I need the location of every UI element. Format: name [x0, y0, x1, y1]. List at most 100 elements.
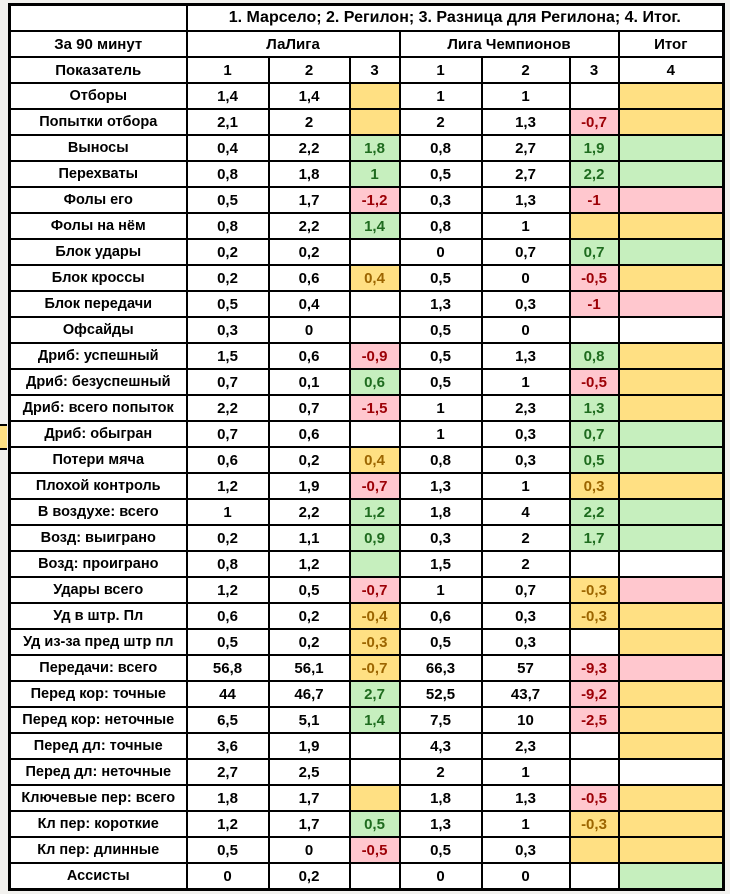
- stat-cell[interactable]: 56,8: [185, 654, 270, 682]
- row-label[interactable]: Офсайды: [8, 316, 188, 344]
- stat-cell[interactable]: 1,7: [267, 810, 351, 838]
- stat-cell[interactable]: -9,2: [568, 680, 620, 708]
- stat-cell[interactable]: [348, 862, 401, 891]
- stat-cell[interactable]: 0,3: [398, 186, 483, 214]
- stat-cell[interactable]: 2,7: [348, 680, 401, 708]
- stat-cell[interactable]: 0,2: [267, 602, 351, 630]
- stat-cell[interactable]: 0,2: [185, 264, 270, 292]
- stat-cell[interactable]: 4,3: [398, 732, 483, 760]
- total-cell[interactable]: [617, 576, 725, 604]
- row-label[interactable]: Дриб: всего попыток: [8, 394, 188, 422]
- stat-cell[interactable]: 0,5: [568, 446, 620, 474]
- stat-cell[interactable]: -0,3: [568, 602, 620, 630]
- total-header[interactable]: Итог: [617, 30, 725, 58]
- per90-header[interactable]: За 90 минут: [8, 30, 188, 58]
- stat-cell[interactable]: 0,5: [185, 186, 270, 214]
- indicator-header[interactable]: Показатель: [8, 56, 188, 84]
- column-number-cell[interactable]: 3: [348, 56, 401, 84]
- row-label[interactable]: Выносы: [8, 134, 188, 162]
- stat-cell[interactable]: 2: [398, 758, 483, 786]
- stat-cell[interactable]: 2,2: [267, 134, 351, 162]
- stat-cell[interactable]: 2,7: [185, 758, 270, 786]
- stat-cell[interactable]: 6,5: [185, 706, 270, 734]
- row-label[interactable]: Попытки отбора: [8, 108, 188, 136]
- stat-cell[interactable]: 1,1: [267, 524, 351, 552]
- stat-cell[interactable]: -0,3: [348, 628, 401, 656]
- laliga-header[interactable]: ЛаЛига: [185, 30, 401, 58]
- stat-cell[interactable]: 0,2: [185, 524, 270, 552]
- stat-cell[interactable]: 1,2: [348, 498, 401, 526]
- stat-cell[interactable]: 1,9: [267, 732, 351, 760]
- stat-cell[interactable]: -1: [568, 186, 620, 214]
- total-cell[interactable]: [617, 238, 725, 266]
- total-cell[interactable]: [617, 264, 725, 292]
- stat-cell[interactable]: 1,5: [185, 342, 270, 370]
- stat-cell[interactable]: 0,3: [480, 836, 571, 864]
- stat-cell[interactable]: 1,3: [398, 290, 483, 318]
- row-label[interactable]: Блок передачи: [8, 290, 188, 318]
- row-label[interactable]: Удары всего: [8, 576, 188, 604]
- stat-cell[interactable]: 46,7: [267, 680, 351, 708]
- stat-cell[interactable]: 1,2: [267, 550, 351, 578]
- row-label[interactable]: Дриб: безуспешный: [8, 368, 188, 396]
- stat-cell[interactable]: 2,7: [480, 160, 571, 188]
- stat-cell[interactable]: -0,7: [348, 576, 401, 604]
- stat-cell[interactable]: 2: [398, 108, 483, 136]
- stat-cell[interactable]: 0,3: [480, 602, 571, 630]
- total-cell[interactable]: [617, 524, 725, 552]
- stat-cell[interactable]: [348, 784, 401, 812]
- stat-cell[interactable]: 0,6: [348, 368, 401, 396]
- stat-cell[interactable]: 4: [480, 498, 571, 526]
- stat-cell[interactable]: [568, 758, 620, 786]
- total-cell[interactable]: [617, 732, 725, 760]
- stat-cell[interactable]: 0,3: [398, 524, 483, 552]
- stat-cell[interactable]: 0: [267, 316, 351, 344]
- stat-cell[interactable]: 0,5: [398, 160, 483, 188]
- row-label[interactable]: Фолы его: [8, 186, 188, 214]
- stat-cell[interactable]: 2,2: [267, 498, 351, 526]
- stat-cell[interactable]: 1,3: [398, 810, 483, 838]
- stat-cell[interactable]: -0,7: [348, 654, 401, 682]
- stat-cell[interactable]: 1: [480, 810, 571, 838]
- stat-cell[interactable]: 2,5: [267, 758, 351, 786]
- stat-cell[interactable]: 2,2: [568, 498, 620, 526]
- stat-cell[interactable]: 1,8: [267, 160, 351, 188]
- stat-cell[interactable]: 0,3: [480, 628, 571, 656]
- stat-cell[interactable]: [348, 732, 401, 760]
- stat-cell[interactable]: 2: [480, 524, 571, 552]
- stat-cell[interactable]: 1,8: [185, 784, 270, 812]
- stat-cell[interactable]: 0: [480, 264, 571, 292]
- row-label[interactable]: Дриб: успешный: [8, 342, 188, 370]
- stat-cell[interactable]: 2,7: [480, 134, 571, 162]
- row-label[interactable]: Перед дл: неточные: [8, 758, 188, 786]
- stat-cell[interactable]: 1,8: [398, 784, 483, 812]
- total-cell[interactable]: [617, 134, 725, 162]
- legend-cell[interactable]: 1. Марсело; 2. Регилон; 3. Разница для Р…: [185, 3, 725, 32]
- stat-cell[interactable]: 0: [185, 862, 270, 891]
- corner-cell[interactable]: [8, 3, 188, 32]
- stat-cell[interactable]: -0,5: [568, 368, 620, 396]
- stat-cell[interactable]: 5,1: [267, 706, 351, 734]
- row-label[interactable]: Перед дл: точные: [8, 732, 188, 760]
- stat-cell[interactable]: 1,7: [568, 524, 620, 552]
- total-cell[interactable]: [617, 160, 725, 188]
- total-cell[interactable]: [617, 862, 725, 891]
- stat-cell[interactable]: [348, 758, 401, 786]
- stat-cell[interactable]: 0,4: [185, 134, 270, 162]
- stat-cell[interactable]: 1: [480, 82, 571, 110]
- row-label[interactable]: Перед кор: неточные: [8, 706, 188, 734]
- stat-cell[interactable]: 2,2: [568, 160, 620, 188]
- stat-cell[interactable]: 0,4: [348, 264, 401, 292]
- stat-cell[interactable]: [348, 108, 401, 136]
- column-number-cell[interactable]: 3: [568, 56, 620, 84]
- stat-cell[interactable]: 0,3: [185, 316, 270, 344]
- stat-cell[interactable]: 10: [480, 706, 571, 734]
- total-cell[interactable]: [617, 316, 725, 344]
- stat-cell[interactable]: 66,3: [398, 654, 483, 682]
- column-number-cell[interactable]: 2: [267, 56, 351, 84]
- stat-cell[interactable]: 1,2: [185, 472, 270, 500]
- stat-cell[interactable]: 1,2: [185, 576, 270, 604]
- row-label[interactable]: Плохой контроль: [8, 472, 188, 500]
- stat-cell[interactable]: 0,7: [185, 420, 270, 448]
- stat-cell[interactable]: 44: [185, 680, 270, 708]
